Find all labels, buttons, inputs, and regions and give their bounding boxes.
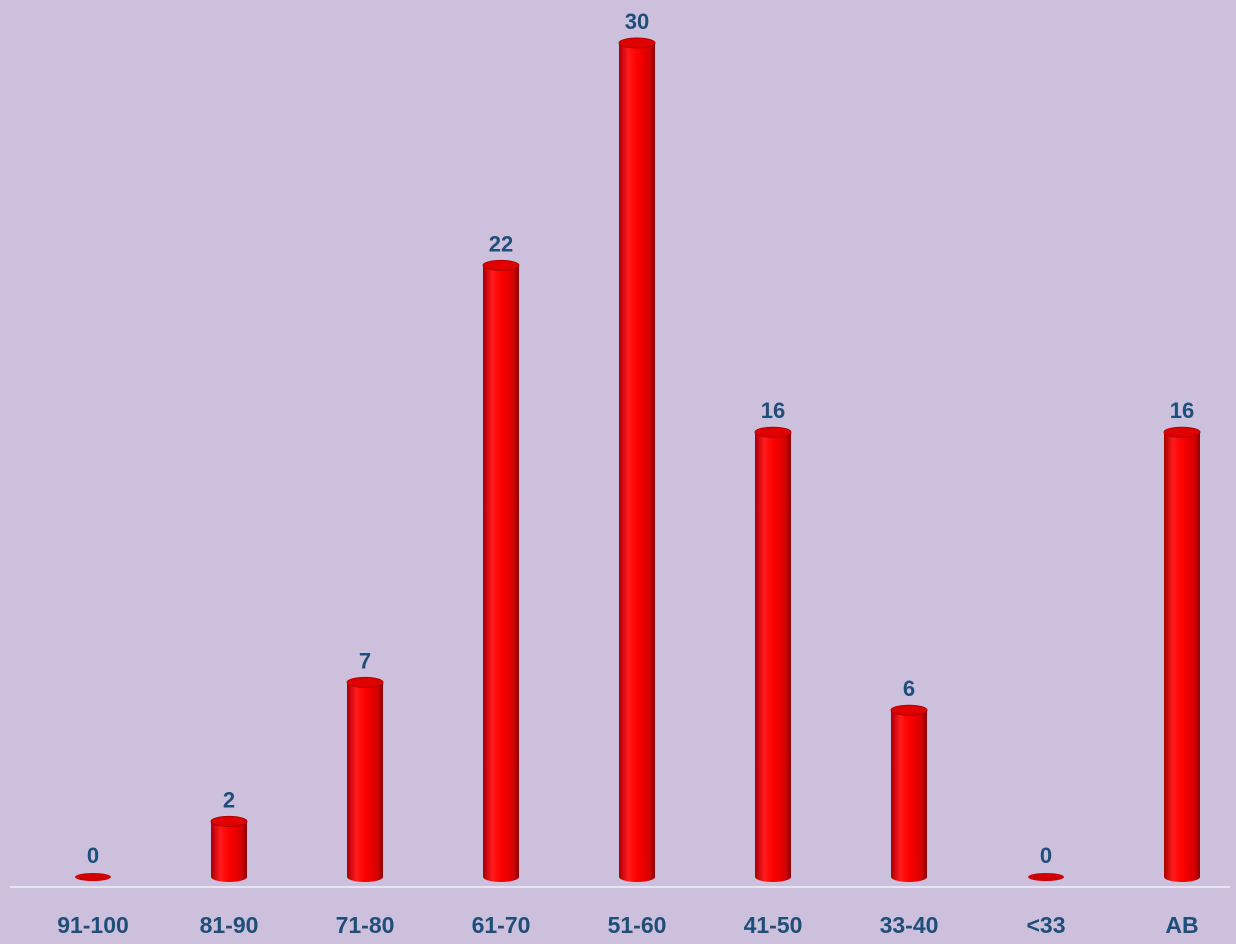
x-tick-label: AB (1165, 912, 1198, 938)
bar-top-cap (482, 259, 520, 271)
bar-top-cap (346, 676, 384, 688)
bar-top-cap (618, 37, 656, 49)
x-tick-label: <33 (1026, 912, 1065, 938)
bars-layer (75, 37, 1201, 882)
x-tick-label: 51-60 (608, 912, 667, 938)
bar-body (1164, 432, 1200, 882)
x-tick-labels-layer: 91-100 81-90 71-80 61-70 51-60 41-50 33-40 <33 A… (57, 912, 1198, 938)
value-label: 6 (903, 676, 915, 701)
bar-51-60 (618, 37, 656, 882)
bar-71-80 (346, 676, 384, 882)
x-tick-label: 81-90 (200, 912, 259, 938)
value-label: 7 (359, 648, 371, 673)
bar-AB (1163, 426, 1201, 882)
bar-body (891, 710, 927, 882)
bar-33-40 (890, 704, 928, 882)
bar-81-90 (210, 815, 248, 882)
bar-body (483, 265, 519, 882)
value-label: 0 (1040, 843, 1052, 868)
bar-body (619, 43, 655, 882)
value-label: 30 (625, 9, 649, 34)
bar-zero-disc (1028, 873, 1064, 881)
bar-body (347, 682, 383, 882)
bar-top-cap (210, 815, 248, 827)
x-tick-label: 61-70 (472, 912, 531, 938)
bar-61-70 (482, 259, 520, 882)
bar-top-cap (754, 426, 792, 438)
bar-top-cap (890, 704, 928, 716)
bar-<33 (1028, 873, 1064, 881)
bar-body (755, 432, 791, 882)
value-label: 16 (1170, 398, 1194, 423)
x-tick-label: 91-100 (57, 912, 129, 938)
value-label: 2 (223, 787, 235, 812)
bar-body (211, 821, 247, 882)
bar-91-100 (75, 873, 111, 881)
value-label: 0 (87, 843, 99, 868)
x-tick-label: 33-40 (880, 912, 939, 938)
x-tick-label: 41-50 (744, 912, 803, 938)
bar-top-cap (1163, 426, 1201, 438)
x-tick-label: 71-80 (336, 912, 395, 938)
value-label: 22 (489, 231, 513, 256)
value-labels-layer: 0 2 7 22 30 16 6 0 16 (87, 9, 1194, 868)
bar-41-50 (754, 426, 792, 882)
value-label: 16 (761, 398, 785, 423)
bar-zero-disc (75, 873, 111, 881)
